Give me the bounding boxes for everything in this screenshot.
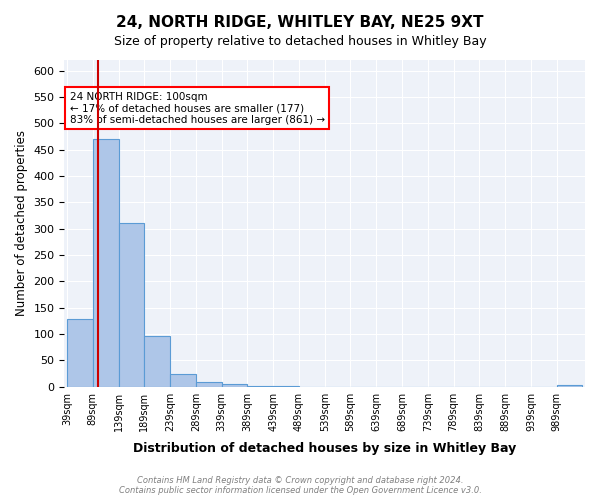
Bar	[144, 336, 170, 387]
Bar	[221, 384, 247, 387]
Text: 24 NORTH RIDGE: 100sqm
← 17% of detached houses are smaller (177)
83% of semi-de: 24 NORTH RIDGE: 100sqm ← 17% of detached…	[70, 92, 325, 125]
Y-axis label: Number of detached properties: Number of detached properties	[15, 130, 28, 316]
Bar	[119, 224, 144, 387]
Bar	[93, 139, 119, 387]
Bar	[557, 385, 583, 387]
Bar	[196, 382, 221, 387]
Bar	[67, 320, 93, 387]
Text: Size of property relative to detached houses in Whitley Bay: Size of property relative to detached ho…	[113, 35, 487, 48]
Bar	[273, 386, 299, 387]
Text: Contains HM Land Registry data © Crown copyright and database right 2024.
Contai: Contains HM Land Registry data © Crown c…	[119, 476, 481, 495]
Bar	[170, 374, 196, 387]
X-axis label: Distribution of detached houses by size in Whitley Bay: Distribution of detached houses by size …	[133, 442, 517, 455]
Bar	[247, 386, 273, 387]
Text: 24, NORTH RIDGE, WHITLEY BAY, NE25 9XT: 24, NORTH RIDGE, WHITLEY BAY, NE25 9XT	[116, 15, 484, 30]
